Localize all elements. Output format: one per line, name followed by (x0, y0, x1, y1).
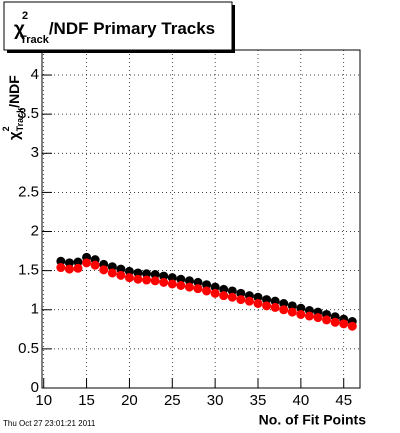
marker (56, 256, 66, 266)
title-box (3, 1, 233, 51)
marker (296, 303, 306, 313)
marker (236, 288, 246, 298)
y-axis-label: χ2 Track/NDF (1, 75, 25, 140)
x-tick-label: 10 (35, 392, 52, 409)
marker (116, 264, 126, 274)
plot-area: 10 15 20 25 30 35 40 45 0 0.5 1 1.5 2 2.5 3 3.5 4 (18, 49, 361, 409)
marker (159, 271, 169, 281)
x-tick-label: 40 (293, 392, 310, 409)
y-label-part: 2 (1, 126, 11, 131)
marker (107, 262, 117, 272)
marker (270, 302, 280, 312)
marker (313, 313, 323, 323)
frame (42, 50, 360, 388)
footer: Thu Oct 27 23:01:21 2011 (3, 419, 96, 428)
title-part: Track (20, 34, 50, 46)
y-tick-label: 0 (31, 379, 39, 396)
marker (82, 258, 92, 268)
marker (202, 286, 212, 296)
marker (279, 305, 289, 315)
marker (219, 284, 229, 294)
marker (150, 276, 160, 286)
x-tick-label: 45 (335, 392, 352, 409)
marker (142, 275, 152, 285)
marker (159, 277, 169, 287)
y-tick-label: 1.5 (18, 262, 39, 279)
marker (176, 274, 186, 284)
marker (202, 280, 212, 290)
marker (236, 295, 246, 305)
marker (73, 257, 83, 267)
marker (124, 273, 134, 283)
marker (287, 301, 297, 311)
marker (296, 309, 306, 319)
marker (253, 299, 263, 308)
marker (227, 292, 237, 302)
y-label-part: /NDF (6, 75, 22, 108)
marker (124, 266, 134, 276)
x-axis-label: No. of Fit Points (259, 412, 367, 428)
marker (279, 299, 289, 308)
marker (116, 270, 126, 280)
marker (184, 282, 194, 292)
title-part: /NDF Primary Tracks (49, 19, 215, 38)
marker (347, 321, 357, 331)
y-tick-label: 0.5 (18, 340, 39, 357)
y-label-part: Track (15, 107, 25, 132)
marker (210, 288, 220, 298)
chart-title: χ2 Track/NDF Primary Tracks (14, 10, 215, 46)
marker (73, 263, 83, 273)
marker (253, 292, 263, 302)
y-tick-label: 2.5 (18, 183, 39, 200)
y-tick-label: 2 (31, 222, 39, 239)
marker (99, 265, 109, 275)
marker (270, 296, 280, 306)
marker (227, 286, 237, 296)
x-tick-label: 30 (207, 392, 224, 409)
marker (133, 274, 143, 284)
marker (176, 281, 186, 291)
marker (167, 273, 177, 283)
marker (184, 276, 194, 286)
marker (262, 301, 272, 311)
marker (90, 260, 100, 270)
marker (64, 258, 74, 268)
marker (262, 295, 272, 305)
x-tick-label: 25 (164, 392, 181, 409)
title-part: 2 (22, 10, 28, 22)
marker (219, 291, 229, 301)
y-tick-label: 3.5 (18, 105, 39, 122)
marker (304, 311, 314, 321)
y-tick-label: 1 (31, 301, 39, 318)
marker (56, 263, 66, 273)
marker (244, 296, 254, 306)
marker (287, 307, 297, 317)
marker (142, 269, 152, 279)
x-tick-label: 35 (250, 392, 267, 409)
marker (193, 284, 203, 294)
marker (210, 282, 220, 292)
marker (330, 317, 340, 327)
x-tick-label: 15 (78, 392, 95, 409)
marker (64, 264, 74, 274)
marker (322, 315, 332, 325)
y-tick-label: 3 (31, 144, 39, 161)
marker (167, 279, 177, 289)
y-tick-label: 4 (31, 66, 39, 83)
marker (150, 270, 160, 280)
title-part: χ (14, 19, 25, 40)
y-label-part: χ (6, 131, 23, 140)
x-tick-label: 20 (121, 392, 138, 409)
marker (107, 268, 117, 278)
marker (133, 268, 143, 278)
marker (339, 319, 349, 329)
marker (193, 277, 203, 287)
